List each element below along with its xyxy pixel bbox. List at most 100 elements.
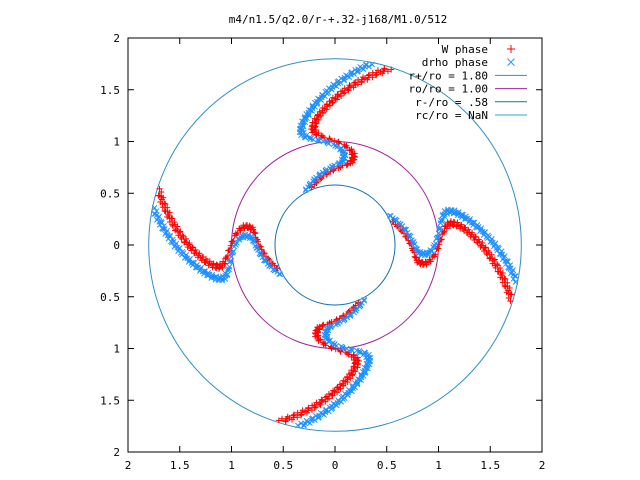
x-tick-label: 2 bbox=[125, 459, 132, 472]
drho-phase-point bbox=[277, 271, 284, 278]
y-tick-label: 0 bbox=[113, 239, 120, 252]
drho-phase-point bbox=[321, 411, 327, 418]
drho-phase-point bbox=[204, 272, 210, 279]
drho-phase-point bbox=[256, 250, 263, 257]
w-phase-point bbox=[175, 232, 182, 239]
x-tick-label: 0.5 bbox=[377, 459, 397, 472]
w-phase-point bbox=[162, 208, 169, 215]
w-phase-point bbox=[308, 126, 315, 133]
w-phase-point bbox=[454, 219, 461, 226]
drho-phase-point bbox=[226, 259, 233, 265]
drho-phase-point bbox=[151, 211, 158, 217]
w-phase-point bbox=[227, 242, 234, 249]
reference-circle bbox=[231, 141, 439, 349]
w-phase-point bbox=[335, 138, 342, 145]
w-phase-point bbox=[348, 146, 355, 153]
w-phase-point bbox=[205, 262, 212, 269]
w-phase-point bbox=[347, 375, 354, 382]
x-tick-label: 2 bbox=[539, 459, 546, 472]
data-points bbox=[151, 61, 519, 429]
w-phase-point bbox=[303, 409, 310, 416]
w-phase-point bbox=[335, 92, 342, 99]
drho-phase-point bbox=[330, 81, 337, 88]
drho-phase-point bbox=[158, 218, 164, 225]
drho-phase-point bbox=[432, 240, 439, 247]
w-phase-point bbox=[181, 239, 188, 246]
y-tick-label: 1 bbox=[113, 136, 120, 149]
drho-phase-point bbox=[347, 313, 354, 319]
w-phase-point bbox=[388, 66, 395, 73]
drho-phase-point bbox=[295, 422, 301, 429]
drho-phase-point bbox=[323, 166, 330, 173]
drho-phase-point bbox=[357, 349, 364, 356]
w-phase-point bbox=[157, 199, 164, 206]
drho-phase-point bbox=[308, 416, 315, 422]
drho-phase-point bbox=[340, 396, 346, 402]
w-phase-point bbox=[355, 357, 362, 364]
x-tick-label: 1 bbox=[435, 459, 442, 472]
drho-phase-point bbox=[407, 233, 414, 240]
w-phase-point bbox=[331, 137, 338, 144]
drho-phase-point bbox=[355, 349, 362, 355]
drho-phase-point bbox=[315, 136, 321, 143]
w-phase-point bbox=[328, 391, 335, 398]
w-phase-point bbox=[435, 245, 442, 252]
y-tick-label: 1 bbox=[113, 343, 120, 356]
w-phase-point bbox=[355, 360, 362, 367]
drho-phase-point bbox=[171, 243, 178, 250]
w-phase-point bbox=[312, 404, 319, 411]
w-phase-point bbox=[432, 251, 439, 258]
w-phase-point bbox=[191, 250, 198, 257]
w-phase-point bbox=[198, 257, 205, 264]
y-tick-label: 0.5 bbox=[100, 187, 120, 200]
w-phase-point bbox=[384, 68, 391, 75]
w-phase-point bbox=[228, 238, 235, 245]
drho-phase-point bbox=[309, 103, 316, 110]
reference-circles bbox=[148, 58, 522, 432]
legend-label: ro/ro = 1.00 bbox=[409, 83, 488, 96]
x-tick-label: 1 bbox=[228, 459, 235, 472]
drho-phase-point bbox=[231, 243, 238, 250]
axis-ticks: 2 1.5 1 0.5 0 0.5 1 1.5 221.510.500.511.52 bbox=[100, 32, 545, 472]
w-phase-point bbox=[481, 245, 488, 252]
drho-phase-point bbox=[501, 253, 508, 259]
drho-phase-point bbox=[506, 265, 512, 272]
w-phase-point bbox=[366, 71, 373, 78]
w-phase-point bbox=[352, 368, 359, 375]
reference-circle bbox=[148, 58, 522, 432]
w-phase-point bbox=[329, 94, 336, 101]
w-phase-point bbox=[332, 346, 339, 353]
w-phase-point bbox=[335, 386, 342, 393]
drho-phase-point bbox=[511, 273, 518, 279]
w-phase-point bbox=[346, 82, 353, 89]
drho-phase-point bbox=[316, 171, 323, 177]
w-phase-point bbox=[187, 245, 194, 252]
w-phase-point bbox=[482, 244, 489, 251]
drho-phase-point bbox=[229, 249, 236, 256]
legend-marker-x2 bbox=[507, 58, 515, 67]
x-tick-label: 0 bbox=[332, 459, 339, 472]
w-phase-point bbox=[341, 141, 348, 148]
drho-phase-point bbox=[470, 219, 477, 226]
w-phase-point bbox=[329, 392, 336, 399]
w-phase-point bbox=[469, 229, 476, 236]
drho-phase-point bbox=[301, 114, 308, 120]
drho-phase-point bbox=[339, 344, 346, 351]
drho-phase-point bbox=[330, 141, 337, 148]
y-tick-label: 1.5 bbox=[100, 84, 120, 97]
w-phase-point bbox=[322, 398, 329, 405]
w-phase-point bbox=[328, 345, 335, 352]
w-phase-point bbox=[158, 189, 165, 196]
drho-phase-point bbox=[152, 211, 159, 217]
drho-phase-point bbox=[361, 296, 368, 303]
w-phase-point bbox=[472, 233, 479, 240]
w-phase-point bbox=[316, 108, 323, 115]
drho-phase-point bbox=[369, 61, 375, 68]
y-tick-label: 2 bbox=[113, 32, 120, 45]
w-phase-point bbox=[216, 265, 223, 272]
drho-phase-point bbox=[178, 250, 184, 256]
w-phase-point bbox=[223, 254, 230, 261]
